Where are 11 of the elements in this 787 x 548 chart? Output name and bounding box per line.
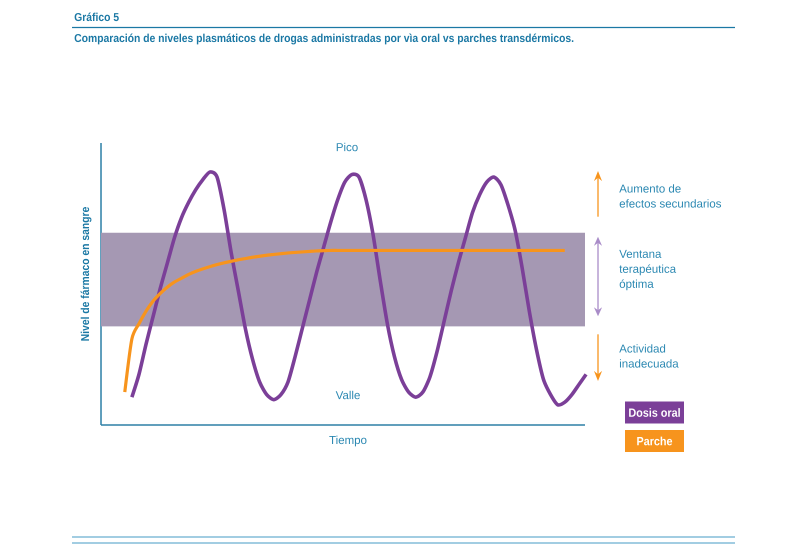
band-label: Ventana terapéutica óptima	[619, 250, 676, 290]
text: Parche	[637, 436, 672, 446]
text: Dosis oral	[629, 408, 680, 417]
text: Aumento de efectos secundarios	[619, 184, 722, 208]
chart-title: Gráfico 5	[74, 12, 119, 22]
annotation: Valle	[336, 390, 360, 400]
x-axis-title: Tiempo	[329, 436, 366, 446]
text: Pico	[336, 142, 358, 152]
y-axis-title: Nivel de fármaco en sangre	[80, 207, 92, 341]
text: Actividad inadecuada	[619, 344, 679, 368]
chart-subtitle: Comparación de niveles plasmáticos de drogas administradas por vìa oral vs parches transdérmicos.	[74, 34, 574, 44]
